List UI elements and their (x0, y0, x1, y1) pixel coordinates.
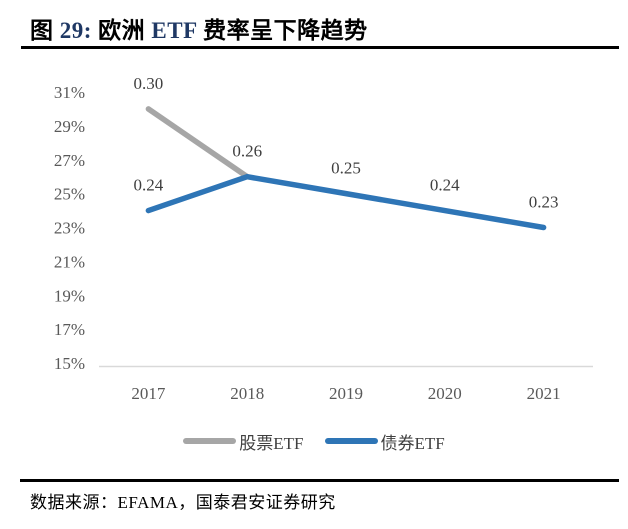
y-tick-label: 17% (54, 320, 85, 339)
title-text: 费率呈下降趋势 (203, 18, 368, 43)
title-text: 欧洲 (98, 18, 152, 43)
y-tick-label: 21% (54, 252, 85, 271)
series-line-bond-etf (145, 173, 547, 231)
title-accent-text: ETF (151, 18, 204, 43)
y-tick-label: 25% (54, 185, 85, 204)
y-tick-label: 29% (54, 117, 85, 136)
data-label-equity-etf: 0.26 (232, 142, 262, 161)
legend-item-bond-etf: 债券ETF (324, 429, 445, 454)
title-text: 图 (30, 18, 60, 43)
legend-label-equity-etf: 股票ETF (239, 433, 304, 453)
x-tick-label: 2018 (230, 384, 264, 403)
chart-legend: 股票ETF 债券ETF (0, 428, 628, 454)
figure-title: 图 29: 欧洲 ETF 费率呈下降趋势 (30, 11, 368, 45)
x-tick-label: 2020 (428, 384, 462, 403)
y-tick-label: 31% (54, 83, 85, 102)
title-divider (21, 46, 619, 49)
data-label-bond-etf: 0.24 (134, 176, 164, 195)
data-source: 数据来源：EFAMA，国泰君安证券研究 (30, 493, 336, 512)
y-tick-label: 19% (54, 286, 85, 305)
x-tick-label: 2019 (329, 384, 363, 403)
equity-etf-line-swatch (183, 438, 237, 444)
legend-label-bond-etf: 债券ETF (380, 433, 445, 453)
title-accent-text: 29: (59, 18, 99, 43)
data-label-equity-etf: 0.30 (134, 74, 164, 93)
x-tick-label: 2017 (131, 384, 166, 403)
y-tick-label: 15% (54, 354, 85, 373)
footer-divider (20, 479, 619, 482)
data-label-bond-etf: 0.23 (529, 193, 559, 212)
legend-item-equity-etf: 股票ETF (183, 429, 304, 454)
bond-etf-line-swatch (324, 438, 378, 444)
data-label-bond-etf: 0.25 (331, 159, 361, 178)
y-tick-label: 23% (54, 219, 85, 238)
x-tick-label: 2021 (527, 384, 561, 403)
series-line-equity-etf (145, 106, 250, 180)
line-chart: 31% 29% 27% 25% 23% 21% 19% 17% 15% 2017 2018 2019 2… (54, 74, 593, 403)
y-tick-label: 27% (54, 151, 85, 170)
data-label-bond-etf: 0.24 (430, 176, 460, 195)
